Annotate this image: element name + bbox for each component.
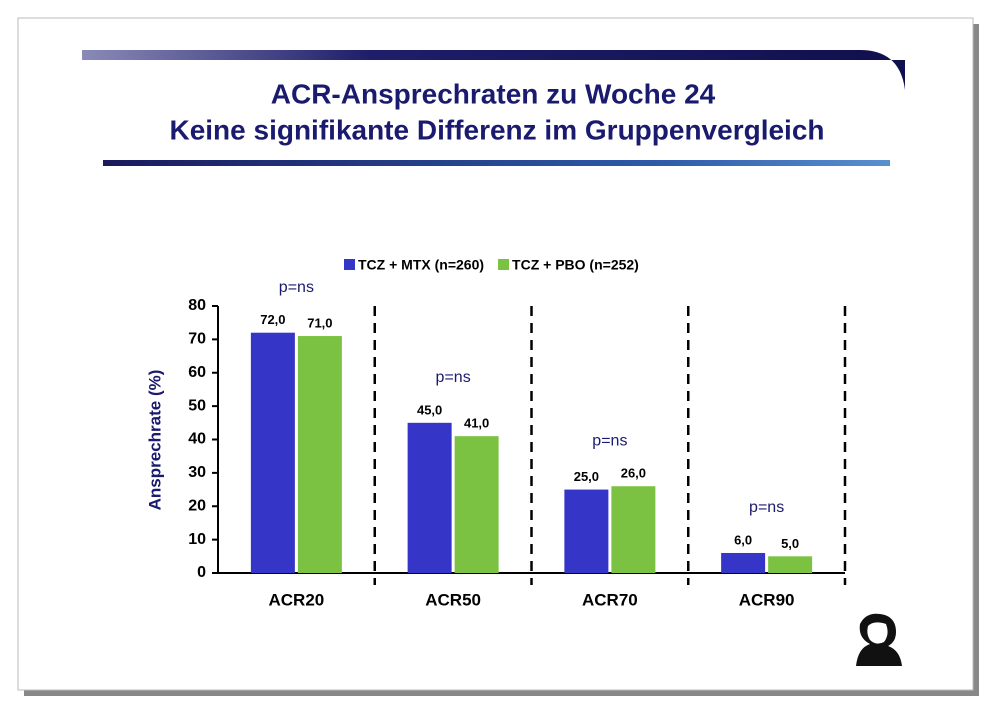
chart-subtitle: Keine signifikante Differenz im Gruppenv… <box>169 114 824 145</box>
value-label: 41,0 <box>464 416 489 431</box>
bar <box>407 422 452 573</box>
bar <box>297 336 342 573</box>
x-tick-label: ACR50 <box>425 590 481 609</box>
annotation: p=ns <box>279 279 314 296</box>
y-tick-label: 60 <box>188 364 206 381</box>
x-tick-label: ACR90 <box>739 590 795 609</box>
y-tick-label: 10 <box>188 531 206 548</box>
legend-label: TCZ + PBO (n=252) <box>512 257 639 273</box>
x-tick-label: ACR70 <box>582 590 638 609</box>
y-axis-label: Ansprechrate (%) <box>145 370 164 511</box>
annotation: p=ns <box>592 432 627 449</box>
value-label: 25,0 <box>574 469 599 484</box>
value-label: 71,0 <box>307 315 332 330</box>
value-label: 72,0 <box>260 312 285 327</box>
legend-swatch <box>344 259 355 270</box>
bar <box>768 556 813 573</box>
value-label: 26,0 <box>621 466 646 481</box>
bar <box>611 486 656 573</box>
y-tick-label: 30 <box>188 464 206 481</box>
title-underline <box>103 160 890 166</box>
y-tick-label: 70 <box>188 331 206 348</box>
y-tick-label: 20 <box>188 497 206 514</box>
bar <box>454 436 499 573</box>
y-tick-label: 0 <box>197 564 206 581</box>
chart-title: ACR-Ansprechraten zu Woche 24 <box>271 78 716 109</box>
slide-background <box>17 17 974 691</box>
value-label: 45,0 <box>417 402 442 417</box>
y-tick-label: 40 <box>188 431 206 448</box>
y-tick-label: 50 <box>188 397 206 414</box>
value-label: 5,0 <box>781 536 799 551</box>
annotation: p=ns <box>436 369 471 386</box>
legend-label: TCZ + MTX (n=260) <box>358 257 484 273</box>
value-label: 6,0 <box>734 532 752 547</box>
logo <box>856 613 902 666</box>
bar <box>564 489 609 573</box>
bar <box>721 552 766 573</box>
bar <box>250 332 295 573</box>
header-bar <box>82 50 905 90</box>
legend-swatch <box>498 259 510 270</box>
y-tick-label: 80 <box>188 297 206 314</box>
annotation: p=ns <box>749 499 784 516</box>
x-tick-label: ACR20 <box>269 590 325 609</box>
